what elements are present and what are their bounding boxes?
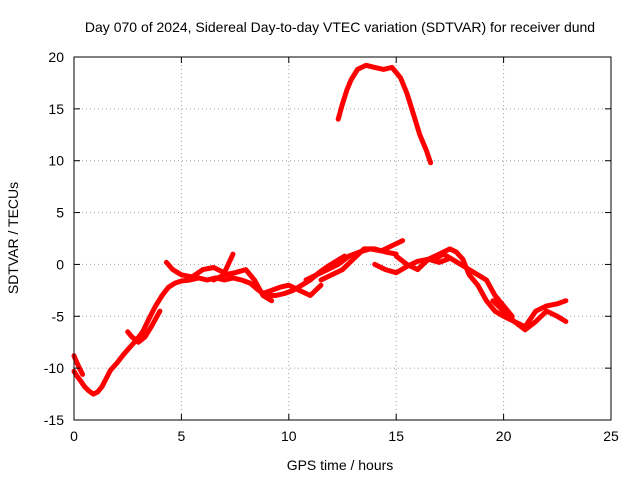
x-tick-label: 5 (178, 428, 186, 444)
chart-title: Day 070 of 2024, Sidereal Day-to-day VTE… (85, 19, 595, 35)
series-line (432, 251, 515, 319)
series-line (125, 308, 163, 345)
y-tick-label: 20 (48, 49, 64, 65)
y-tick-label: -15 (44, 412, 64, 428)
y-tick-label: 10 (48, 153, 64, 169)
y-tick-label: -10 (44, 360, 64, 376)
y-tick-label: 5 (56, 205, 64, 221)
y-tick-label: 15 (48, 101, 64, 117)
series-line (318, 246, 399, 283)
series-line (71, 253, 348, 397)
series-line (393, 246, 569, 330)
series-layer (71, 62, 569, 397)
series-line (163, 251, 236, 280)
x-tick-label: 0 (70, 428, 78, 444)
series-line (71, 353, 86, 377)
y-axis-label: SDTVAR / TECUs (5, 182, 21, 294)
y-tick-label: 0 (56, 256, 64, 272)
series-line (490, 298, 569, 333)
plot-border (73, 56, 612, 421)
x-tick-label: 10 (281, 428, 297, 444)
axis-layer: 0 5 10 15 20 25 -15 -10 -5 0 5 10 15 20 (44, 49, 619, 444)
x-tick-label: 20 (496, 428, 512, 444)
series-line (372, 256, 451, 276)
x-axis-label: GPS time / hours (287, 457, 394, 473)
x-tick-label: 15 (388, 428, 404, 444)
series-line (260, 282, 324, 298)
series-line (335, 62, 434, 166)
x-tick-label: 25 (603, 428, 619, 444)
y-tick-label: -5 (52, 308, 65, 324)
series-line (303, 238, 406, 283)
